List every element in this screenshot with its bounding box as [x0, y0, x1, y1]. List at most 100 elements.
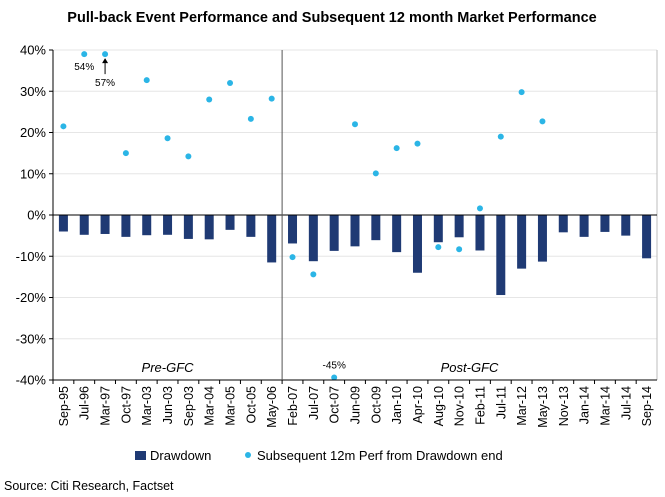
x-tick-label: Sep-95: [57, 386, 71, 426]
perf-point: [268, 95, 275, 102]
x-tick-label: Jan-14: [578, 386, 592, 424]
perf-point: [331, 374, 338, 381]
x-tick-label: Apr-10: [411, 386, 425, 424]
x-tick-label: Mar-04: [203, 386, 217, 426]
region-label: Post-GFC: [441, 360, 499, 375]
drawdown-bar: [100, 215, 110, 234]
x-tick-label: Mar-05: [224, 386, 238, 426]
drawdown-bar: [350, 215, 360, 247]
y-tick-label: -10%: [16, 249, 47, 264]
x-tick-label: Sep-14: [640, 386, 654, 426]
drawdown-bar: [392, 215, 402, 253]
x-tick-label: Aug-10: [432, 386, 446, 426]
y-tick-label: 10%: [20, 166, 46, 181]
x-tick-label: Nov-13: [557, 386, 571, 426]
drawdown-bar: [537, 215, 547, 262]
x-tick-label: May-06: [265, 386, 279, 428]
x-tick-label: Nov-10: [453, 386, 467, 426]
axes: [52, 50, 658, 381]
drawdown-bar: [621, 215, 631, 236]
drawdown-bar: [600, 215, 610, 232]
perf-point: [393, 145, 400, 152]
perf-point: [143, 77, 150, 84]
annotation-label: -45%: [322, 361, 345, 372]
perf-point: [518, 89, 525, 96]
y-axis-ticks: -40% -30% -20% -10% 0% 10% 20% 30% 40%: [16, 43, 53, 388]
subsequent-perf-points: [60, 51, 546, 381]
perf-point: [122, 150, 129, 157]
perf-point: [102, 51, 109, 58]
drawdown-bars: [58, 215, 652, 296]
y-tick-label: 20%: [20, 125, 46, 140]
drawdown-bar: [225, 215, 235, 230]
x-tick-label: May-13: [536, 386, 550, 428]
x-tick-label: Mar-03: [140, 386, 154, 426]
x-tick-label: Feb-07: [286, 386, 300, 426]
drawdown-bar: [329, 215, 339, 251]
x-tick-label: Jul-96: [78, 386, 92, 420]
perf-point: [476, 205, 483, 212]
perf-point: [539, 118, 546, 125]
drawdown-bar: [558, 215, 568, 233]
annotation-label: 54%: [74, 62, 94, 73]
drawdown-bar: [475, 215, 485, 251]
perf-point: [289, 254, 296, 261]
drawdown-bar: [308, 215, 318, 262]
drawdown-bar: [642, 215, 652, 259]
drawdown-bar: [412, 215, 422, 273]
y-tick-label: 30%: [20, 84, 46, 99]
perf-point: [247, 115, 254, 122]
x-tick-label: Mar-14: [598, 386, 612, 426]
drawdown-bar: [267, 215, 277, 263]
x-tick-label: Oct-97: [119, 386, 133, 424]
x-tick-label: Mar-12: [515, 386, 529, 426]
annotations: 54%57% -45%: [74, 58, 346, 372]
x-tick-label: Oct-05: [244, 386, 258, 424]
x-tick-label: Oct-07: [328, 386, 342, 424]
y-tick-label: -20%: [16, 290, 47, 305]
x-tick-label: Feb-11: [473, 386, 487, 425]
y-tick-label: -40%: [16, 373, 47, 388]
legend-drawdown-swatch: [135, 451, 146, 460]
x-tick-label: Oct-09: [369, 386, 383, 424]
perf-point: [497, 133, 504, 140]
drawdown-bar: [579, 215, 589, 237]
x-tick-label: Jul-07: [307, 386, 321, 420]
perf-point: [414, 140, 421, 147]
drawdown-bar: [246, 215, 256, 237]
source-note: Source: Citi Research, Factset: [4, 479, 174, 493]
annotation-label: 57%: [95, 78, 115, 89]
perf-point: [60, 123, 67, 130]
perf-point: [456, 246, 463, 253]
drawdown-bar: [183, 215, 193, 239]
x-tick-label: Mar-97: [99, 386, 113, 426]
x-tick-label: Jun-09: [349, 386, 363, 424]
region-label: Pre-GFC: [142, 360, 195, 375]
y-tick-label: -30%: [16, 331, 47, 346]
drawdown-bar: [433, 215, 443, 243]
x-tick-label: Jul-14: [619, 386, 633, 420]
x-tick-label: Sep-03: [182, 386, 196, 426]
region-labels: Pre-GFC Post-GFC: [142, 360, 499, 375]
perf-point: [352, 121, 358, 128]
y-tick-label: 0%: [27, 208, 46, 223]
x-tick-label: Jul-11: [494, 386, 508, 419]
drawdown-bar: [496, 215, 506, 296]
legend-perf-label: Subsequent 12m Perf from Drawdown end: [257, 448, 503, 463]
perf-point: [185, 153, 192, 160]
drawdown-bar: [163, 215, 173, 235]
drawdown-bar: [121, 215, 131, 237]
y-tick-label: 40%: [20, 43, 46, 58]
drawdown-bar: [204, 215, 214, 240]
x-tick-label: Jan-10: [390, 386, 404, 424]
perf-point: [372, 170, 379, 177]
annotation-arrowhead: [102, 58, 109, 64]
drawdown-bar: [79, 215, 89, 235]
drawdown-bar: [58, 215, 68, 232]
perf-point: [310, 271, 317, 278]
legend: Drawdown Subsequent 12m Perf from Drawdo…: [135, 448, 503, 463]
perf-point: [206, 96, 213, 103]
x-tick-label: Jun-03: [161, 386, 175, 424]
chart-title: Pull-back Event Performance and Subseque…: [67, 10, 596, 26]
